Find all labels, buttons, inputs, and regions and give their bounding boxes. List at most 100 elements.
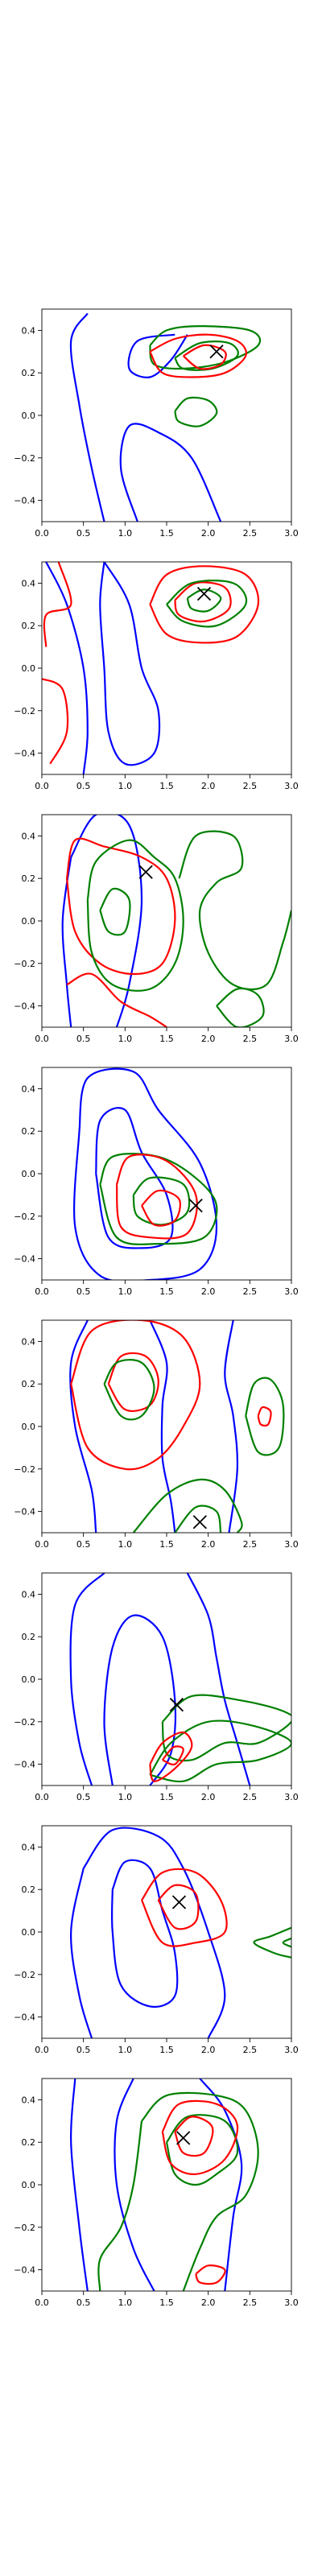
subplot-6: 0.0 0.5 1.0 1.5 2.0 2.5 3.0 0.4 0.2 0.0 −0.2 −0.4 — [14, 1572, 299, 1802]
x-tick-label: 1.5 — [159, 1286, 174, 1297]
marker-x — [176, 2131, 191, 2145]
y-tick-label: 0.2 — [22, 1632, 36, 1642]
x-tick-label: 0.0 — [35, 1792, 49, 1802]
contour-line-2 — [119, 423, 222, 522]
y-tick-label: −0.2 — [14, 2223, 35, 2233]
x-tick-label: 1.0 — [118, 781, 133, 791]
y-tick-label: −0.2 — [14, 1212, 35, 1222]
y-tick-label: 0.0 — [22, 1674, 36, 1685]
y-tick-label: −0.4 — [14, 2013, 35, 2023]
contour-line-1 — [70, 815, 143, 1027]
x-tick-label: 2.0 — [201, 1792, 216, 1802]
contour-line-3 — [99, 1153, 218, 1245]
contour-line-4 — [161, 1694, 291, 1762]
contour-line-3 — [103, 1614, 177, 1785]
contour-line-3 — [224, 1320, 239, 1533]
y-tick-label: −0.2 — [14, 706, 35, 716]
contour-line-7 — [43, 562, 72, 647]
contour-line-6 — [99, 887, 131, 936]
x-tick-label: 1.5 — [159, 1539, 174, 1550]
axes-frame — [41, 561, 292, 775]
contour-line-6 — [103, 1359, 155, 1421]
contour-line-7 — [245, 1377, 285, 1456]
contour-line-7 — [161, 2099, 239, 2175]
x-tick-label: 3.0 — [284, 528, 299, 539]
x-tick-label: 2.0 — [201, 2045, 216, 2055]
axes-frame — [41, 2078, 292, 2292]
x-tick-label: 3.0 — [284, 1286, 299, 1297]
contour-line-6 — [253, 1926, 291, 1959]
subplot-1: 0.0 0.5 1.0 1.5 2.0 2.5 3.0 0.4 0.2 0.0 −0.2 −0.4 — [14, 308, 299, 539]
x-tick-label: 3.0 — [284, 2297, 299, 2308]
y-tick-label: −0.2 — [14, 1970, 35, 1980]
x-tick-label: 2.0 — [201, 2297, 216, 2308]
contour-line-8 — [257, 1406, 272, 1427]
contour-line-6 — [165, 2114, 239, 2186]
contour-line-2 — [95, 1107, 174, 1249]
axes-frame — [41, 308, 292, 522]
contour-line-3 — [110, 1859, 179, 2008]
contour-line-4 — [141, 1868, 228, 1947]
contour-line-4 — [66, 972, 167, 1027]
contour-line-5 — [157, 1884, 200, 1930]
contour-line-7 — [149, 333, 247, 378]
subplot-3: 0.0 0.5 1.0 1.5 2.0 2.5 3.0 0.4 0.2 0.0 −0.2 −0.4 — [14, 814, 299, 1044]
contour-line-1 — [82, 1827, 226, 2038]
x-tick-label: 0.0 — [35, 2297, 49, 2308]
x-tick-label: 2.5 — [243, 1792, 258, 1802]
contour-line-4 — [141, 2091, 259, 2291]
contour-lines — [73, 1067, 218, 1280]
marker-x — [171, 1895, 187, 1909]
x-tick-label: 1.0 — [118, 1539, 133, 1550]
y-tick-label: 0.0 — [22, 916, 36, 927]
contour-line-8 — [42, 678, 69, 765]
y-tick-label: 0.0 — [22, 1422, 36, 1432]
x-tick-label: 0.0 — [35, 2045, 49, 2055]
contour-line-5 — [115, 1154, 198, 1240]
contour-line-1 — [73, 1067, 218, 1280]
x-tick-label: 1.5 — [159, 781, 174, 791]
contour-line-3 — [199, 2079, 243, 2291]
y-tick-label: 0.2 — [22, 2137, 36, 2148]
x-tick-label: 1.0 — [118, 1034, 133, 1044]
y-tick-label: 0.2 — [22, 873, 36, 884]
x-tick-label: 3.0 — [284, 781, 299, 791]
y-tick-label: 0.2 — [22, 1126, 36, 1137]
x-tick-label: 3.0 — [284, 1034, 299, 1044]
y-tick-label: 0.0 — [22, 663, 36, 674]
x-tick-label: 2.5 — [243, 528, 258, 539]
contour-lines — [61, 815, 291, 1027]
contour-lines — [42, 562, 260, 774]
contour-line-1 — [69, 312, 105, 522]
contour-line-2 — [186, 1573, 251, 1785]
y-tick-label: 0.4 — [22, 831, 36, 841]
contour-line-4 — [132, 1176, 191, 1226]
x-tick-label: 0.0 — [35, 528, 49, 539]
y-tick-label: 0.4 — [22, 1084, 36, 1094]
x-tick-label: 1.5 — [159, 1034, 174, 1044]
contour-line-6 — [186, 588, 222, 613]
contour-line-7 — [178, 830, 291, 991]
y-tick-label: 0.2 — [22, 368, 36, 378]
contour-line-2 — [70, 1868, 93, 2038]
x-tick-label: 0.5 — [76, 1034, 91, 1044]
axes-frame — [41, 1825, 292, 2039]
y-tick-label: 0.2 — [22, 1379, 36, 1389]
contour-line-2 — [99, 562, 161, 766]
y-tick-label: 0.0 — [22, 411, 36, 421]
y-tick-label: 0.4 — [22, 1589, 36, 1600]
contour-line-6 — [149, 1731, 193, 1782]
contour-line-1 — [69, 1573, 105, 1785]
contour-line-9 — [132, 1478, 243, 1533]
x-tick-label: 2.5 — [243, 2045, 258, 2055]
x-tick-label: 1.0 — [118, 2297, 133, 2308]
x-tick-label: 2.5 — [243, 781, 258, 791]
y-tick-label: 0.4 — [22, 1842, 36, 1852]
y-tick-label: 0.4 — [22, 2095, 36, 2105]
y-tick-label: −0.2 — [14, 453, 35, 464]
y-tick-label: 0.4 — [22, 325, 36, 336]
contour-line-3 — [65, 837, 176, 976]
x-tick-label: 2.0 — [201, 1034, 216, 1044]
contour-line-1 — [69, 1320, 97, 1533]
